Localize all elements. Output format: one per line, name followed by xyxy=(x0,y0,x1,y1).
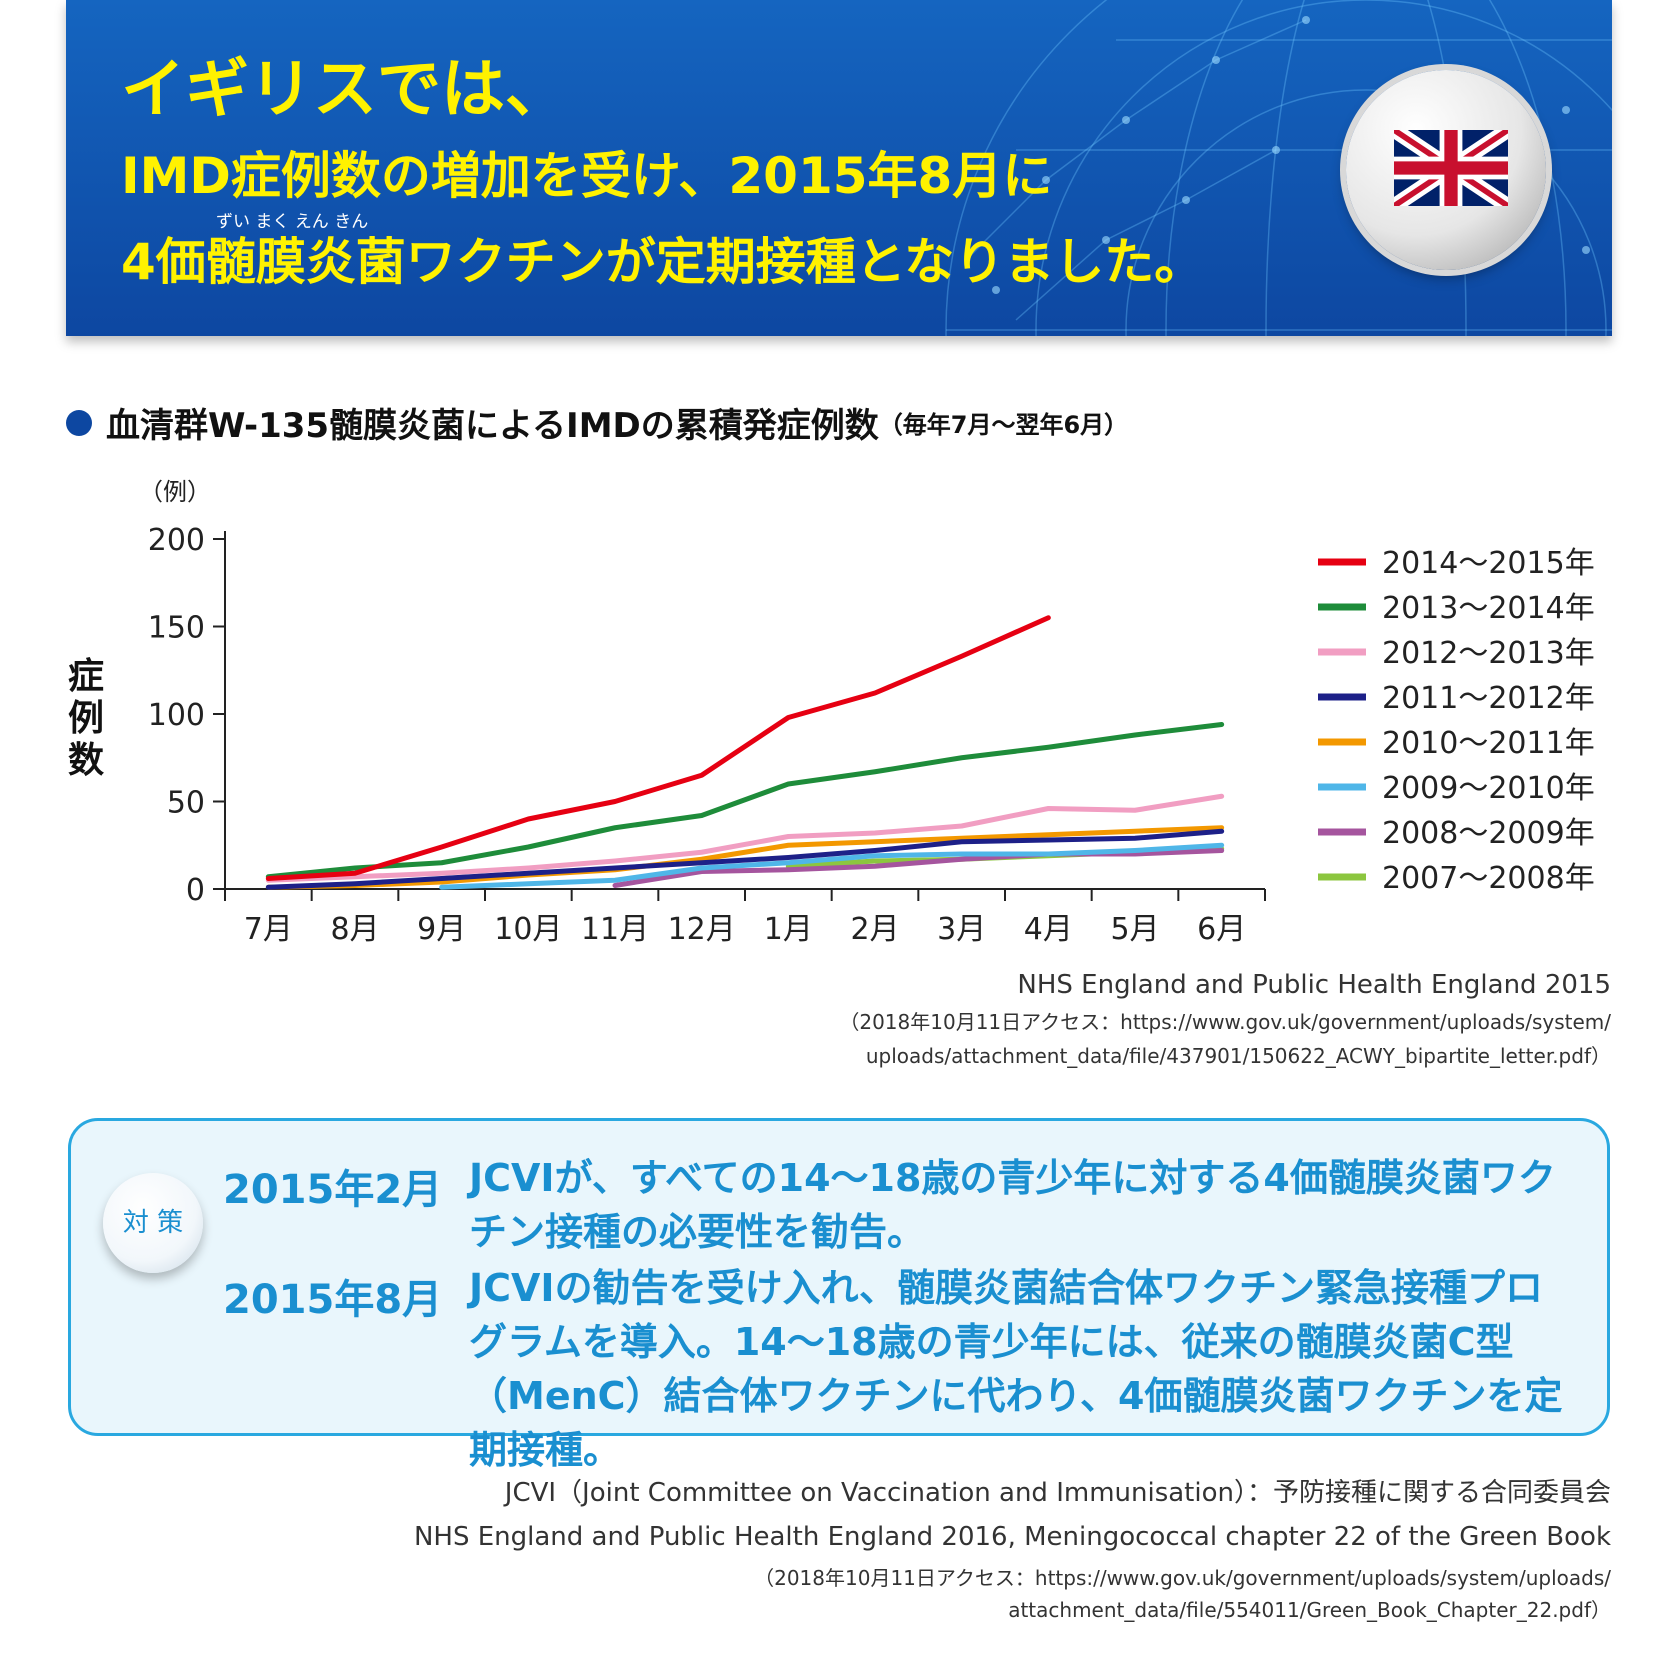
flag-badge xyxy=(1346,70,1546,270)
series-line xyxy=(265,615,1051,881)
uk-flag-icon xyxy=(1394,130,1508,206)
legend-label: 2013～2014年 xyxy=(1382,591,1595,626)
y-tick-label: 0 xyxy=(186,873,205,908)
chart-source-url-1: （2018年10月11日アクセス：https://www.gov.uk/gove… xyxy=(839,1010,1611,1034)
legend-label: 2014～2015年 xyxy=(1382,546,1595,581)
measure-date-1: 2015年2月 xyxy=(223,1167,443,1213)
globe-network-decoration xyxy=(945,0,1612,336)
reference-url-1: （2018年10月11日アクセス：https://www.gov.uk/gove… xyxy=(754,1566,1611,1590)
y-unit-label: （例） xyxy=(139,478,211,506)
line-chart: 0 50 100 150 200 7月 8月 9月 10月 11月 12月 1月 2月 3月 4月 5月 6月 （… xyxy=(68,478,1595,947)
chart-heading: 血清群W-135髄膜炎菌によるIMDの累積発症例数（毎年7月～翌年6月） xyxy=(66,398,1128,447)
legend-label: 2007～2008年 xyxy=(1382,861,1595,896)
banner-headline-country: イギリスでは、 xyxy=(121,53,569,127)
chart-axes: 0 50 100 150 200 7月 8月 9月 10月 11月 12月 1月 2月 3月 4月 5月 6月 （… xyxy=(68,478,1266,947)
chart-subtitle: （毎年7月～翌年6月） xyxy=(878,411,1129,439)
measure-text-1: JCVIが、すべての14～18歳の青少年に対する4価髄膜炎菌ワクチン接種の必要性… xyxy=(469,1156,1556,1254)
chart-source-url-2: uploads/attachment_data/file/437901/1506… xyxy=(865,1044,1611,1068)
chart-legend: 2014～2015年 2013～2014年 2012～2013年 2011～2012年… xyxy=(1318,546,1595,896)
legend-label: 2011～2012年 xyxy=(1382,681,1595,716)
chart-series xyxy=(265,615,1225,890)
reference-title: NHS England and Public Health England 20… xyxy=(413,1522,1611,1552)
y-tick-label: 200 xyxy=(148,523,205,558)
x-tick-label: 5月 xyxy=(1110,912,1159,947)
x-tick-label: 8月 xyxy=(330,912,379,947)
y-tick-label: 50 xyxy=(167,786,205,821)
measure-date-2: 2015年8月 xyxy=(223,1277,443,1323)
chart-source-title: NHS England and Public Health England 20… xyxy=(1017,970,1611,1000)
legend-label: 2008～2009年 xyxy=(1382,816,1595,851)
y-axis-label: 症例数 xyxy=(68,656,104,781)
jcvi-note: JCVI（Joint Committee on Vaccination and … xyxy=(504,1478,1611,1508)
x-tick-label: 12月 xyxy=(668,912,736,947)
series-line xyxy=(265,793,1225,883)
legend-label: 2012～2013年 xyxy=(1382,636,1595,671)
countermeasure-box: 対 策 2015年2月 JCVIが、すべての14～18歳の青少年に対する4価髄膜… xyxy=(68,1118,1610,1472)
measure-text-2: JCVIの勧告を受け入れ、髄膜炎菌結合体ワクチン緊急接種プログラムを導入。14～… xyxy=(469,1266,1563,1472)
series-line xyxy=(265,828,1225,890)
series-line xyxy=(439,842,1225,890)
x-tick-label: 10月 xyxy=(494,912,562,947)
header-banner: イギリスでは、 IMD症例数の増加を受け、2015年8月に ずい まく えん き… xyxy=(66,0,1612,336)
x-tick-label: 11月 xyxy=(581,912,649,947)
bullet-icon xyxy=(66,409,92,436)
chart-title: 血清群W-135髄膜炎菌によるIMDの累積発症例数 xyxy=(106,406,879,446)
series-line xyxy=(265,825,1225,890)
x-tick-label: 1月 xyxy=(764,912,813,947)
x-tick-label: 3月 xyxy=(937,912,986,947)
x-tick-label: 4月 xyxy=(1024,912,1073,947)
legend-label: 2009～2010年 xyxy=(1382,771,1595,806)
y-tick-label: 150 xyxy=(148,611,205,646)
banner-headline-line2: IMD症例数の増加を受け、2015年8月に xyxy=(121,147,1053,205)
banner-headline-line3: 4価髄膜炎菌ワクチンが定期接種となりました。 xyxy=(121,233,1205,291)
countermeasure-badge: 対 策 xyxy=(103,1173,203,1273)
legend-label: 2010～2011年 xyxy=(1382,726,1595,761)
x-tick-label: 2月 xyxy=(850,912,899,947)
reference-url-2: attachment_data/file/554011/Green_Book_C… xyxy=(1008,1598,1611,1622)
y-tick-label: 100 xyxy=(148,698,205,733)
series-line xyxy=(265,722,1225,880)
x-tick-label: 9月 xyxy=(417,912,466,947)
series-line xyxy=(612,848,1225,888)
x-tick-label: 6月 xyxy=(1197,912,1246,947)
banner-ruby-reading: ずい まく えん きん xyxy=(216,212,369,232)
x-tick-label: 7月 xyxy=(244,912,293,947)
